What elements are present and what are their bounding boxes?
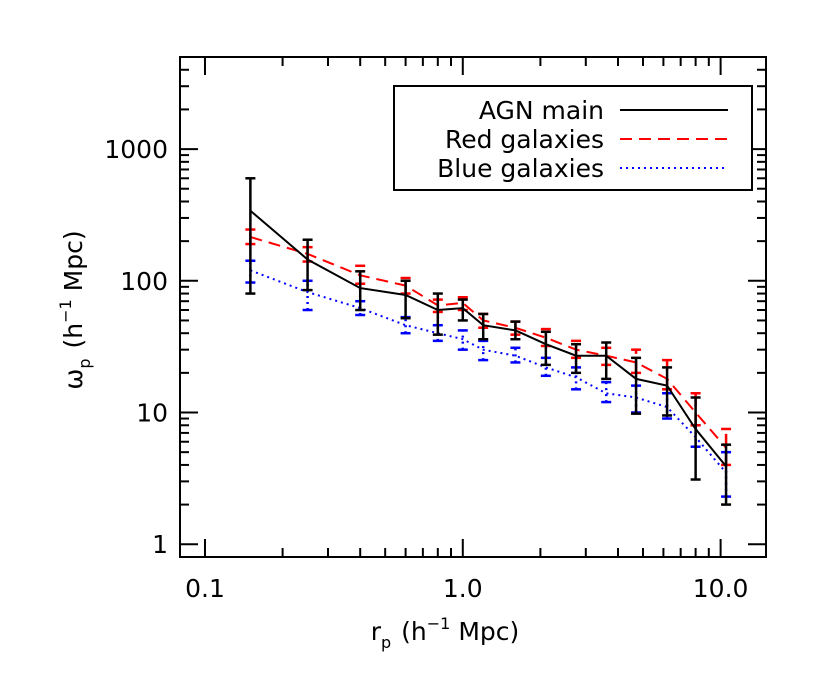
y-axis-label-sup: −1 [56, 299, 75, 323]
error-bar [355, 270, 366, 312]
error-bar [432, 292, 443, 336]
y-tick-label: 1 [152, 530, 168, 559]
y-tick-label: 10 [136, 399, 168, 428]
error-bar [601, 380, 612, 404]
error-bar [540, 330, 551, 367]
legend-label: Blue galaxies [437, 154, 604, 183]
x-axis-label-units: (h [401, 617, 427, 646]
y-axis-label-main: ω [59, 369, 88, 390]
error-bar [457, 329, 468, 351]
error-bar [457, 298, 468, 322]
error-bar [245, 177, 256, 295]
legend-label: Red galaxies [445, 125, 604, 154]
y-axis-label: ωp (h−1 Mpc) [56, 230, 94, 389]
series-line [250, 269, 727, 474]
legend-label: AGN main [479, 96, 604, 125]
error-bar [302, 238, 313, 292]
x-axis-label-main: r [371, 617, 382, 646]
plot-frame [179, 56, 767, 558]
y-tick-label: 1000 [104, 135, 168, 164]
error-bar [510, 346, 521, 364]
error-bar [571, 342, 582, 375]
error-bar [631, 356, 642, 415]
x-axis-label-tail: Mpc) [458, 617, 519, 646]
error-bar [721, 443, 732, 506]
y-axis-label-units: (h [59, 323, 88, 349]
x-axis-label: rp (h−1 Mpc) [371, 614, 520, 652]
x-axis-label-sub: p [381, 633, 391, 652]
series-blue-galaxies [245, 259, 732, 498]
axis-tick-labels: 0.1 1.0 10.0 1 10 100 1000 [104, 135, 748, 603]
error-bar [478, 339, 489, 362]
y-tick-label: 100 [120, 267, 168, 296]
series-line [250, 236, 727, 449]
error-bar [662, 366, 673, 417]
error-bar [690, 396, 701, 481]
series-line [249, 210, 727, 468]
axis-ticks [180, 56, 766, 557]
error-bar [601, 341, 612, 381]
x-tick-label: 10.0 [693, 574, 749, 603]
y-axis-label-sub: p [75, 359, 94, 369]
error-bar [478, 312, 489, 341]
series-layer [245, 177, 732, 506]
x-axis-label-sup: −1 [427, 614, 451, 633]
legend-box [393, 85, 753, 191]
error-bar [400, 279, 411, 320]
y-axis-label-tail: Mpc) [59, 230, 88, 291]
series-agn-main [245, 177, 732, 506]
x-tick-label: 0.1 [185, 574, 225, 603]
x-tick-label: 1.0 [443, 574, 483, 603]
